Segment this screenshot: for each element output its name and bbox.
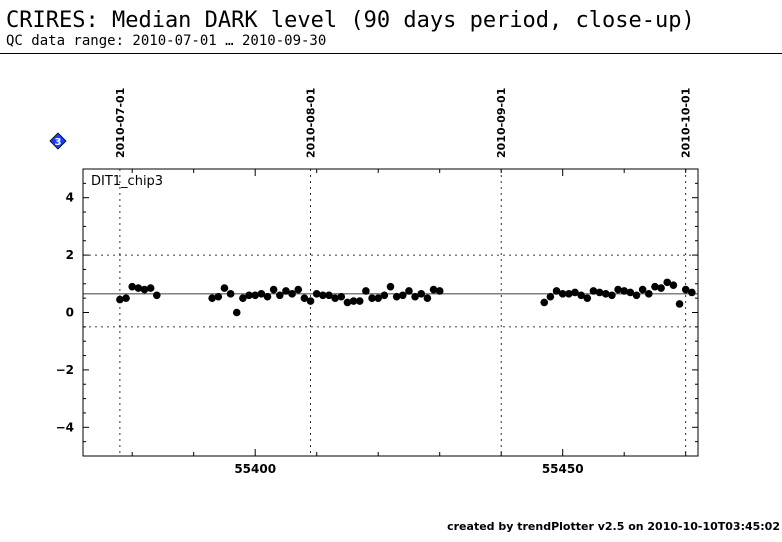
data-point (368, 294, 376, 302)
data-point (306, 297, 315, 305)
data-point (435, 287, 444, 295)
data-point (589, 287, 598, 295)
data-point (601, 290, 610, 298)
date-label: 2010-07-01 (114, 88, 127, 158)
x-tick-label: 55400 (234, 462, 276, 476)
y-tick-label: −2 (56, 363, 74, 377)
data-point (146, 284, 155, 292)
data-point (411, 292, 419, 301)
y-tick-label: 2 (66, 248, 74, 262)
data-point (565, 290, 573, 298)
data-point (263, 292, 272, 301)
data-point (122, 294, 130, 302)
data-point (134, 284, 143, 292)
y-tick-label: −4 (56, 420, 74, 434)
data-point (140, 285, 149, 294)
data-point (675, 300, 684, 308)
data-point (392, 292, 401, 301)
data-point (608, 291, 616, 300)
data-point (239, 294, 247, 302)
data-point (116, 295, 124, 304)
date-label: 2010-08-01 (305, 88, 318, 158)
data-point (540, 298, 549, 307)
data-point (337, 292, 346, 301)
data-point (128, 282, 136, 291)
data-point (355, 297, 364, 305)
data-point (349, 297, 358, 305)
data-point (325, 291, 333, 300)
x-tick-label: 55450 (542, 462, 584, 476)
data-point (423, 294, 432, 302)
data-point (399, 291, 407, 300)
panel-label: DIT1_chip3 (91, 174, 163, 189)
data-point (276, 291, 284, 300)
data-point (583, 294, 592, 302)
data-point (638, 285, 647, 294)
data-points (116, 278, 696, 317)
date-label: 2010-09-01 (495, 88, 508, 158)
data-point (577, 291, 585, 300)
data-point (300, 294, 309, 302)
data-point (294, 285, 303, 294)
data-point (558, 290, 567, 298)
chart-title: CRIRES: Median DARK level (90 days perio… (6, 8, 695, 33)
data-point (251, 291, 259, 300)
data-point (343, 298, 352, 307)
data-point (663, 278, 672, 287)
data-point (331, 294, 339, 302)
data-point (429, 285, 438, 294)
data-point (312, 290, 321, 298)
header-rule (0, 53, 782, 54)
chart-subtitle: QC data range: 2010-07-01 … 2010-09-30 (6, 33, 327, 49)
data-point (645, 290, 653, 298)
data-point (681, 285, 690, 294)
data-point (595, 288, 604, 297)
data-point (245, 291, 253, 300)
data-point (405, 287, 413, 295)
axes: 2010-07-01 2010-08-01 2010-09-01 2010-10-01… (56, 88, 698, 476)
data-point (208, 294, 216, 302)
data-point (688, 288, 696, 297)
data-point (380, 291, 389, 300)
footer-credit: created by trendPlotter v2.5 on 2010-10-… (447, 520, 780, 533)
data-point (669, 281, 678, 290)
data-point (614, 285, 622, 294)
data-point (214, 292, 223, 301)
y-tick-label: 4 (66, 191, 74, 205)
plot-frame (82, 168, 699, 457)
data-point (288, 290, 296, 298)
data-point (620, 287, 628, 295)
chip-marker-diamond (49, 132, 67, 150)
chip-marker-icon: 3 (49, 132, 67, 150)
data-point (417, 290, 426, 298)
data-point (362, 287, 370, 295)
data-point (374, 294, 383, 302)
data-point (153, 291, 161, 300)
data-point (269, 285, 278, 294)
data-point (571, 288, 579, 297)
grid-lines (83, 169, 698, 456)
date-label: 2010-10-01 (680, 88, 693, 158)
data-point (552, 287, 561, 295)
data-point (319, 291, 327, 300)
y-tick-label: 0 (66, 306, 74, 320)
data-point (632, 291, 641, 300)
chip-marker-label: 3 (55, 137, 62, 148)
data-point (232, 308, 241, 317)
data-point (626, 288, 635, 297)
data-point (257, 290, 266, 298)
data-point (546, 292, 555, 301)
data-point (220, 284, 229, 292)
data-point (657, 284, 665, 292)
data-point (282, 287, 290, 295)
data-point (226, 290, 235, 298)
data-point (386, 282, 395, 291)
data-point (651, 282, 659, 291)
